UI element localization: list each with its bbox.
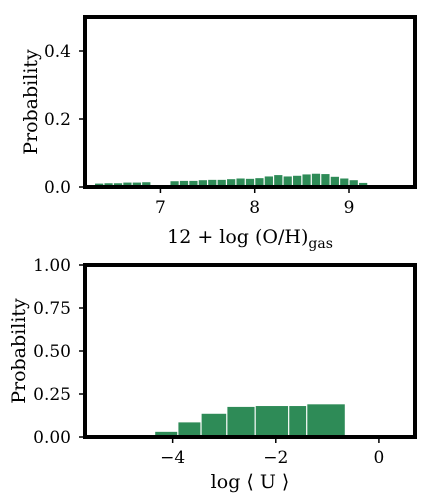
histogram-bar xyxy=(321,174,330,187)
histogram-bar xyxy=(330,176,339,187)
histogram-bar xyxy=(217,179,226,187)
histogram-bar xyxy=(198,180,207,187)
histogram-bar xyxy=(179,180,189,187)
histogram-bar xyxy=(155,431,178,437)
histogram-bar xyxy=(302,174,311,187)
histogram-bar xyxy=(307,404,345,437)
y-tick-label: 0.2 xyxy=(44,110,71,130)
y-axis-label: Probability xyxy=(8,298,30,404)
histogram-bar xyxy=(311,173,321,187)
x-axis-label: log ⟨ U ⟩ xyxy=(211,471,290,493)
histogram-bar xyxy=(359,182,368,187)
x-axis-label: 12 + log (O/H)gas xyxy=(167,226,333,252)
histogram-bar xyxy=(189,180,198,187)
metallicity-panel: 7 8 9 0.0 0.2 0.4 12 + log (O/H)gas Probability xyxy=(20,15,417,252)
histogram-bar xyxy=(227,406,255,437)
x-tick-label: 0 xyxy=(373,448,384,468)
y-tick-label: 0.0 xyxy=(44,178,71,198)
histogram-bar xyxy=(274,175,283,187)
histogram-bar xyxy=(208,179,217,187)
x-tick-label: −4 xyxy=(160,448,185,468)
axes-frame xyxy=(83,15,417,189)
x-tick-label: 8 xyxy=(249,198,260,218)
histogram-bar xyxy=(283,176,292,187)
histogram-bar xyxy=(349,180,358,187)
y-tick-label: 0.50 xyxy=(33,342,71,362)
ionization-panel: −4 −2 0 0.00 0.25 0.50 0.75 1.00 log ⟨ U ⟩ Probab… xyxy=(8,256,417,493)
x-axis-label-subscript: gas xyxy=(308,236,333,252)
y-tick-label: 0.75 xyxy=(33,299,71,319)
histogram-bar xyxy=(142,182,151,187)
histogram-bar xyxy=(255,178,264,187)
histogram-bar xyxy=(201,413,227,437)
y-axis-label: Probability xyxy=(20,49,42,155)
x-tick-label: −2 xyxy=(263,448,288,468)
histogram-bar xyxy=(132,182,141,187)
histogram-bar xyxy=(123,182,132,187)
histogram-bar xyxy=(255,406,289,437)
histogram-bar xyxy=(264,176,273,187)
histogram-bar xyxy=(293,175,302,187)
x-tick-label: 7 xyxy=(155,198,166,218)
histogram-bar xyxy=(178,422,201,437)
y-tick-label: 0.4 xyxy=(44,42,71,62)
y-tick-label: 1.00 xyxy=(33,256,71,276)
y-tick-label: 0.25 xyxy=(33,385,71,405)
histogram-bar xyxy=(236,178,245,187)
y-tick-label: 0.00 xyxy=(33,428,71,448)
x-tick-label: 9 xyxy=(344,198,355,218)
histogram-bar xyxy=(170,181,179,187)
histogram-bar xyxy=(245,178,255,187)
histogram-bar xyxy=(289,406,307,437)
histogram-bar xyxy=(340,178,349,187)
histogram-bar xyxy=(227,179,236,187)
